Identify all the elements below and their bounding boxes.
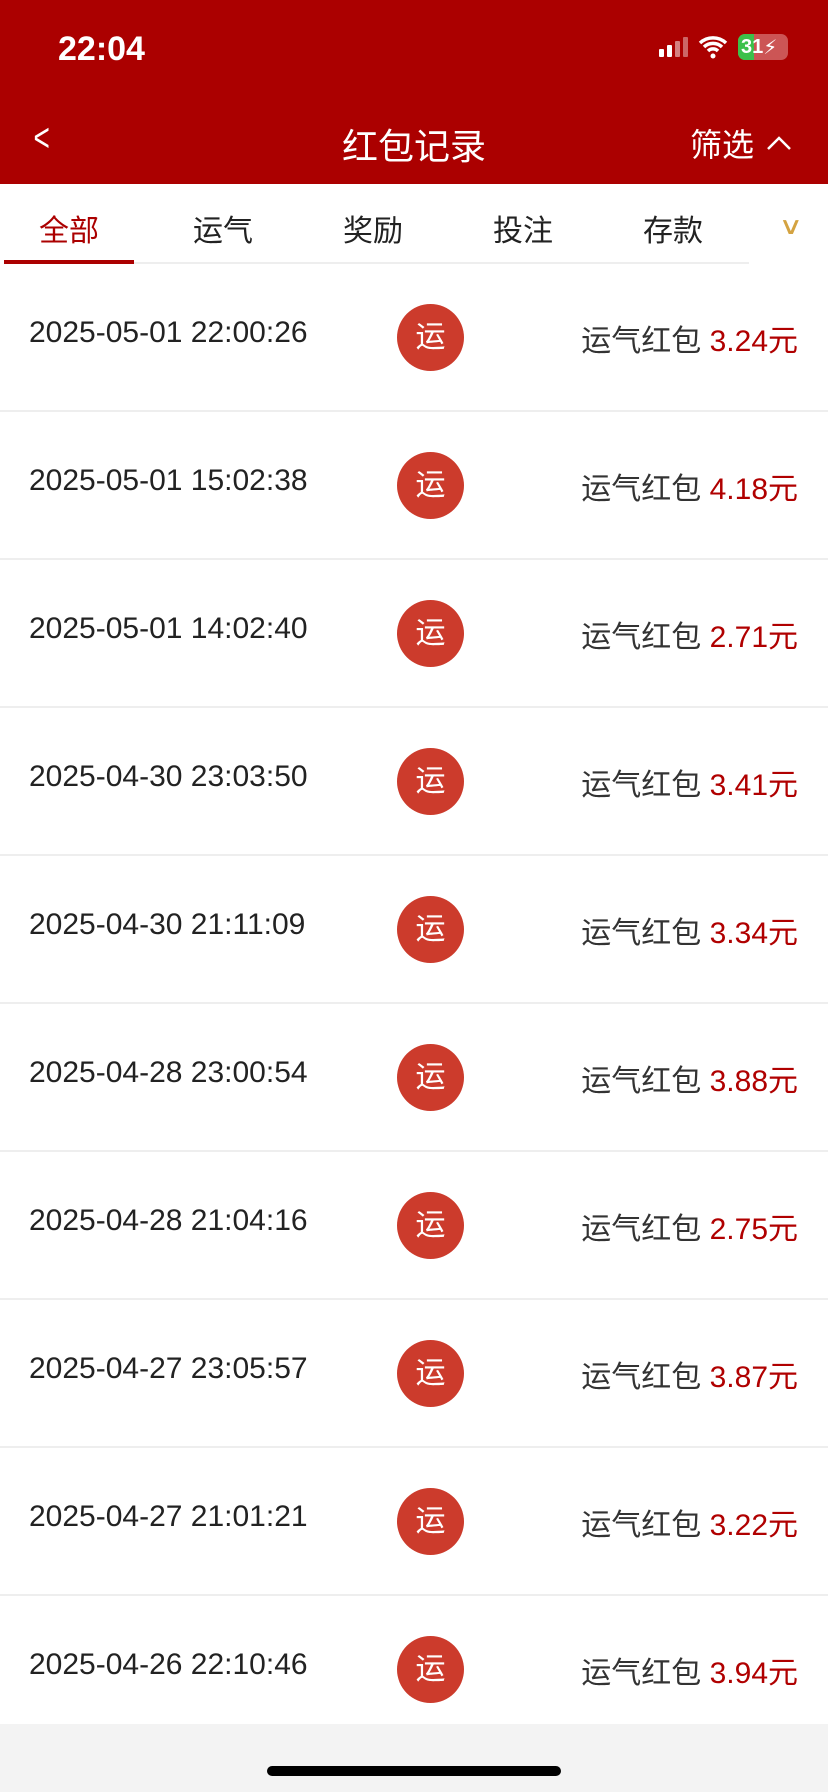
record-amount: 运气红包 3.94元 — [581, 1648, 798, 1692]
battery-icon: 31 ⚡ — [738, 34, 788, 60]
home-indicator — [267, 1766, 561, 1776]
filter-label: 筛选 — [689, 127, 754, 163]
back-button[interactable]: < — [34, 118, 50, 158]
active-tab-indicator — [4, 260, 134, 264]
record-type: 运气红包 — [581, 473, 702, 506]
record-amount: 运气红包 2.75元 — [581, 1204, 798, 1248]
record-type: 运气红包 — [581, 325, 702, 358]
record-value: 2.71元 — [709, 621, 798, 654]
record-type: 运气红包 — [581, 621, 702, 654]
record-amount: 运气红包 3.24元 — [581, 316, 798, 360]
record-datetime: 2025-04-27 21:01:21 — [29, 1500, 308, 1533]
record-value: 3.22元 — [709, 1509, 798, 1542]
record-type: 运气红包 — [581, 1213, 702, 1246]
record-row[interactable]: 2025-05-01 14:02:40 运 运气红包 2.71元 — [0, 560, 828, 708]
record-type: 运气红包 — [581, 1657, 702, 1690]
luck-badge-icon: 运 — [397, 452, 464, 519]
chevron-up-icon — [767, 136, 791, 150]
status-icons: 31 ⚡ — [659, 34, 788, 60]
record-amount: 运气红包 2.71元 — [581, 612, 798, 656]
record-row[interactable]: 2025-04-27 23:05:57 运 运气红包 3.87元 — [0, 1300, 828, 1448]
record-type: 运气红包 — [581, 917, 702, 950]
record-list: 2025-05-01 22:00:26 运 运气红包 3.24元 2025-05-… — [0, 264, 828, 1724]
battery-level: 31 — [741, 35, 764, 58]
record-value: 3.34元 — [709, 917, 798, 950]
record-row[interactable]: 2025-04-30 23:03:50 运 运气红包 3.41元 — [0, 708, 828, 856]
header-bar: 22:04 31 ⚡ < 红包记录 筛选 — [0, 0, 828, 184]
tab-reward[interactable]: 奖励 — [343, 215, 403, 248]
luck-badge-icon: 运 — [397, 896, 464, 963]
record-value: 4.18元 — [709, 473, 798, 506]
record-row[interactable]: 2025-04-28 23:00:54 运 运气红包 3.88元 — [0, 1004, 828, 1152]
signal-icon — [659, 37, 688, 57]
record-type: 运气红包 — [581, 1065, 702, 1098]
luck-badge-icon: 运 — [397, 1636, 464, 1703]
tab-deposit[interactable]: 存款 — [643, 215, 703, 248]
luck-badge-icon: 运 — [397, 1488, 464, 1555]
status-time: 22:04 — [58, 30, 145, 68]
luck-badge-icon: 运 — [397, 1192, 464, 1259]
record-amount: 运气红包 4.18元 — [581, 464, 798, 508]
filter-button[interactable]: 筛选 — [690, 120, 792, 166]
record-amount: 运气红包 3.41元 — [581, 760, 798, 804]
record-datetime: 2025-05-01 15:02:38 — [29, 464, 308, 497]
luck-badge-icon: 运 — [397, 600, 464, 667]
luck-badge-icon: 运 — [397, 1340, 464, 1407]
tab-bar: 全部 运气 奖励 投注 存款 ∨ — [0, 184, 828, 264]
record-amount: 运气红包 3.88元 — [581, 1056, 798, 1100]
record-value: 3.88元 — [709, 1065, 798, 1098]
record-value: 2.75元 — [709, 1213, 798, 1246]
record-value: 3.41元 — [709, 769, 798, 802]
record-amount: 运气红包 3.87元 — [581, 1352, 798, 1396]
record-datetime: 2025-04-26 22:10:46 — [29, 1648, 308, 1681]
tab-luck[interactable]: 运气 — [193, 215, 253, 248]
luck-badge-icon: 运 — [397, 1044, 464, 1111]
chevron-left-icon: < — [33, 116, 50, 160]
record-row[interactable]: 2025-05-01 22:00:26 运 运气红包 3.24元 — [0, 264, 828, 412]
luck-badge-icon: 运 — [397, 748, 464, 815]
page-title: 红包记录 — [341, 126, 486, 167]
record-datetime: 2025-04-30 23:03:50 — [29, 760, 308, 793]
record-row[interactable]: 2025-04-26 22:10:46 运 运气红包 3.94元 — [0, 1596, 828, 1724]
record-datetime: 2025-05-01 14:02:40 — [29, 612, 308, 645]
record-row[interactable]: 2025-04-28 21:04:16 运 运气红包 2.75元 — [0, 1152, 828, 1300]
record-type: 运气红包 — [581, 1361, 702, 1394]
record-row[interactable]: 2025-04-30 21:11:09 运 运气红包 3.34元 — [0, 856, 828, 1004]
record-datetime: 2025-04-27 23:05:57 — [29, 1352, 308, 1385]
tab-bet[interactable]: 投注 — [493, 215, 553, 248]
record-value: 3.87元 — [709, 1361, 798, 1394]
record-row[interactable]: 2025-04-27 21:01:21 运 运气红包 3.22元 — [0, 1448, 828, 1596]
record-type: 运气红包 — [581, 1509, 702, 1542]
record-datetime: 2025-04-30 21:11:09 — [29, 908, 306, 941]
wifi-icon — [698, 36, 728, 59]
tab-divider — [134, 262, 749, 264]
chevron-down-icon[interactable]: ∨ — [778, 213, 804, 240]
record-row[interactable]: 2025-05-01 15:02:38 运 运气红包 4.18元 — [0, 412, 828, 560]
record-type: 运气红包 — [581, 769, 702, 802]
record-value: 3.94元 — [709, 1657, 798, 1690]
record-datetime: 2025-05-01 22:00:26 — [29, 316, 308, 349]
tab-all[interactable]: 全部 — [39, 215, 99, 248]
record-datetime: 2025-04-28 21:04:16 — [29, 1204, 308, 1237]
luck-badge-icon: 运 — [397, 304, 464, 371]
record-datetime: 2025-04-28 23:00:54 — [29, 1056, 308, 1089]
record-value: 3.24元 — [709, 325, 798, 358]
record-amount: 运气红包 3.22元 — [581, 1500, 798, 1544]
record-amount: 运气红包 3.34元 — [581, 908, 798, 952]
